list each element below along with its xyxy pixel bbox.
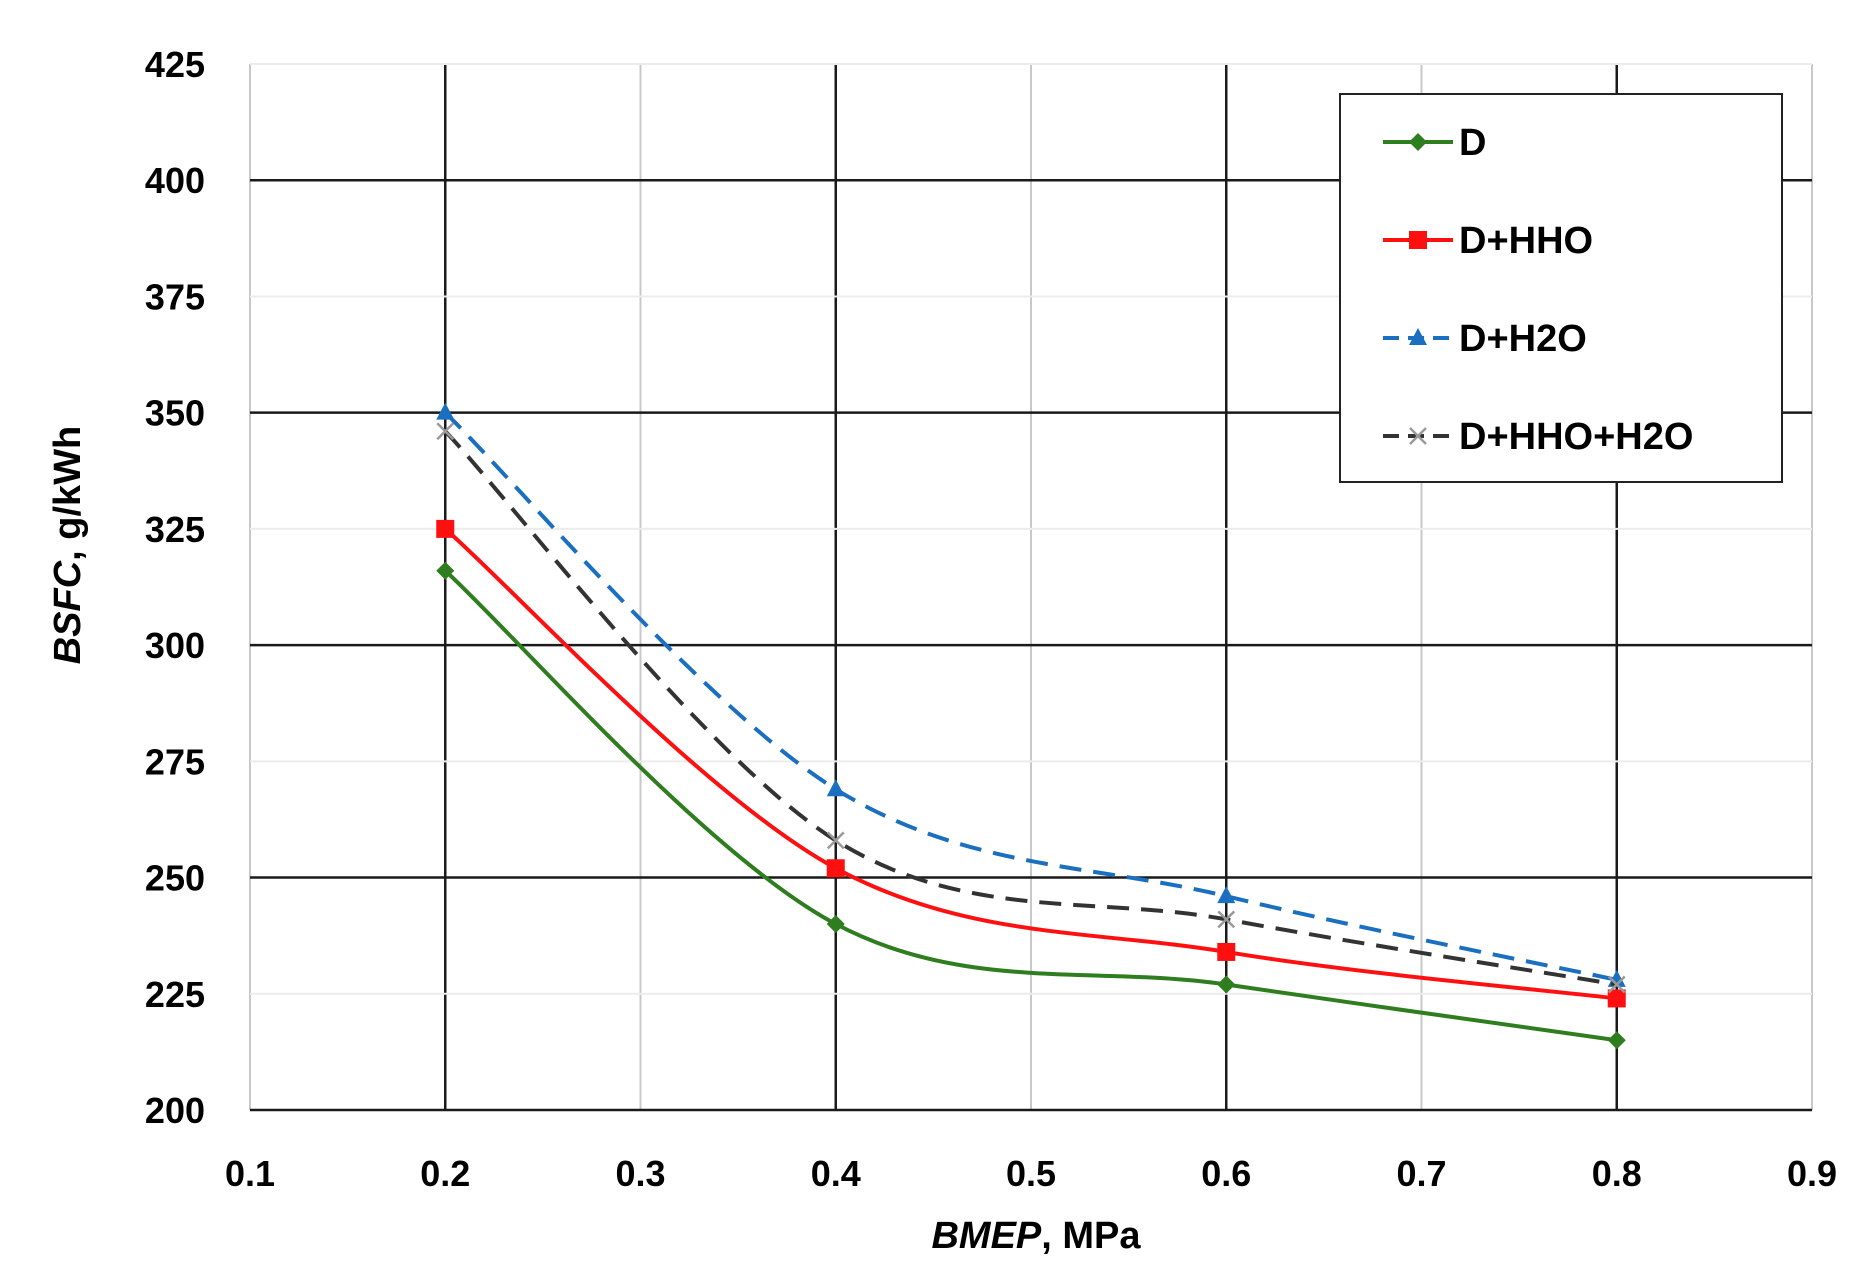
y-tick-label: 225 (145, 974, 205, 1015)
data-point-d-hho (826, 859, 845, 878)
legend-label-d: D (1459, 122, 1486, 164)
x-tick-label: 0.5 (1006, 1153, 1056, 1194)
y-tick-label: 425 (145, 44, 205, 85)
x-tick-label: 0.3 (615, 1153, 665, 1194)
data-point-d-hho-h2o (826, 831, 845, 850)
series-line-d-hho-h2o (443, 429, 1618, 987)
data-point-d-hho-h2o (1607, 975, 1626, 994)
y-tick-label: 300 (145, 625, 205, 666)
series-d-hho-h2o (436, 422, 1626, 994)
series-layer (436, 402, 1626, 1050)
legend-label-d-h2o: D+H2O (1459, 318, 1587, 360)
x-axis-title-unit: , MPa (1041, 1215, 1141, 1257)
legend-item-d: D (1383, 122, 1486, 164)
legend-box (1339, 93, 1783, 483)
y-tick-label: 250 (145, 858, 205, 899)
x-tick-label: 0.4 (811, 1153, 861, 1194)
y-tick-label: 400 (145, 160, 205, 201)
legend: D D+HHO D+H2O D+HHO+H2O (1339, 93, 1783, 483)
legend-marker-d-hho (1409, 231, 1427, 249)
x-marker-stroke (1217, 910, 1236, 929)
series-d (436, 561, 1626, 1050)
legend-item-d-h2o: D+H2O (1383, 318, 1587, 360)
data-point-d (826, 915, 845, 934)
x-tick-label: 0.1 (225, 1153, 275, 1194)
x-tick-label: 0.9 (1787, 1153, 1837, 1194)
x-tick-label: 0.7 (1396, 1153, 1446, 1194)
series-d-h2o (436, 402, 1626, 987)
legend-label-d-hho-h2o: D+HHO+H2O (1459, 416, 1693, 458)
x-marker-stroke (1409, 427, 1427, 445)
legend-label-d-hho: D+HHO (1459, 220, 1593, 262)
series-line-d-hho (443, 527, 1617, 1001)
y-tick-label: 350 (145, 393, 205, 434)
data-point-d-hho (1217, 942, 1236, 961)
y-tick-label: 325 (145, 509, 205, 550)
legend-item-d-hho-h2o: D+HHO+H2O (1383, 416, 1693, 458)
legend-item-d-hho: D+HHO (1383, 220, 1593, 262)
y-axis-title-italic: BSFC (47, 560, 89, 664)
data-point-d-hho-h2o (1217, 910, 1236, 929)
series-line-d (443, 569, 1618, 1043)
tick-labels: 200 225 250 275 300 325 350 375 400 425 0.1 0.2 0.3 0… (145, 44, 1837, 1194)
x-axis-title: BMEP, MPa (931, 1215, 1141, 1257)
y-axis-title: BSFC, g/kWh (47, 426, 89, 665)
data-point-d-h2o (436, 402, 455, 420)
legend-marker-d-h2o (1409, 328, 1427, 345)
x-marker-stroke (1607, 975, 1626, 994)
y-tick-label: 275 (145, 741, 205, 782)
y-axis-title-unit: , g/kWh (47, 426, 89, 561)
series-d-hho (436, 519, 1626, 1008)
x-tick-label: 0.6 (1201, 1153, 1251, 1194)
data-point-d (436, 561, 455, 580)
y-tick-label: 200 (145, 1090, 205, 1131)
data-point-d-hho (1607, 989, 1626, 1008)
series-line-d-h2o (443, 411, 1618, 982)
x-tick-label: 0.8 (1592, 1153, 1642, 1194)
x-axis-title-italic: BMEP (931, 1215, 1041, 1257)
data-point-d-hho-h2o (436, 422, 455, 441)
x-tick-label: 0.2 (420, 1153, 470, 1194)
legend-marker-d (1409, 133, 1427, 151)
data-point-d-h2o (1217, 886, 1236, 904)
x-marker-stroke (826, 831, 845, 850)
data-point-d (1217, 975, 1236, 994)
legend-marker-d-hho-h2o (1409, 427, 1427, 445)
data-point-d-hho (436, 519, 455, 538)
data-point-d (1607, 1031, 1626, 1050)
y-tick-label: 375 (145, 276, 205, 317)
x-marker-stroke (436, 422, 455, 441)
data-point-d-h2o (826, 779, 845, 797)
